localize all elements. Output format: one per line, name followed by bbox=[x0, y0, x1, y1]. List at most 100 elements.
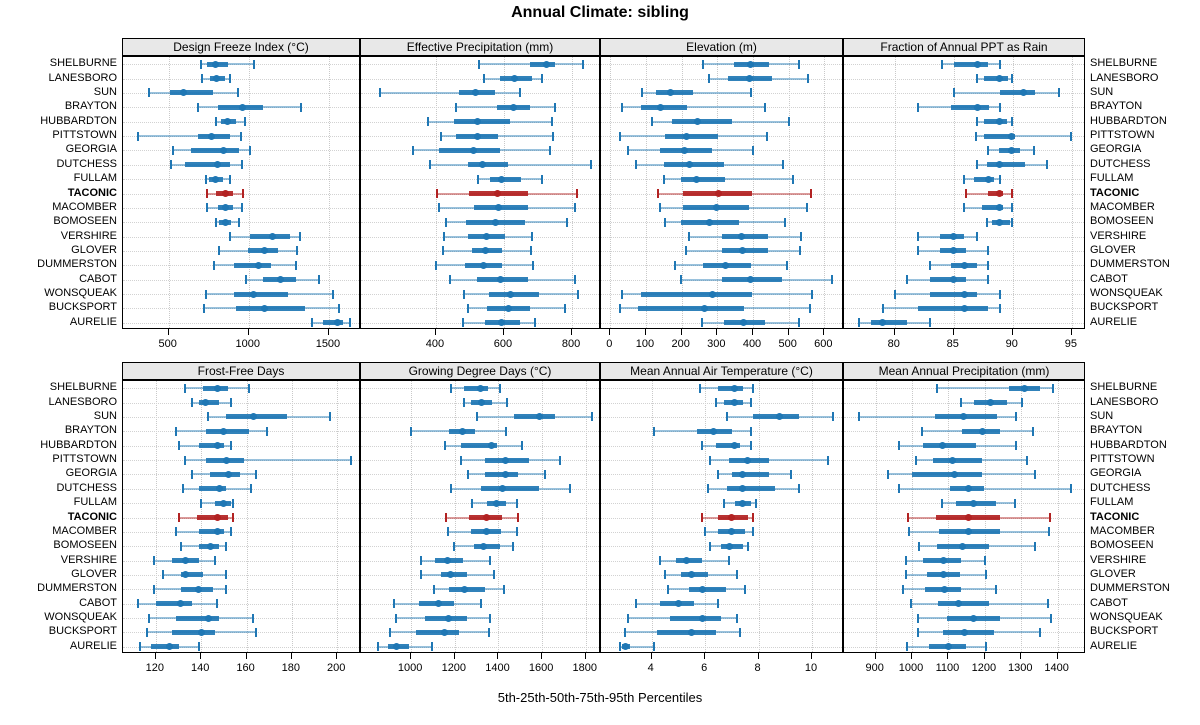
y-gridline bbox=[123, 503, 359, 505]
percentile-cap-95th bbox=[565, 217, 568, 227]
percentile-range-pittstown bbox=[976, 135, 1071, 138]
percentile-cap-5th bbox=[941, 498, 944, 508]
site-label-left-georgia: GEORGIA bbox=[65, 143, 117, 156]
percentile-cap-95th bbox=[752, 383, 755, 393]
percentile-cap-95th bbox=[506, 398, 509, 408]
percentile-cap-5th bbox=[893, 289, 896, 299]
panel-strip-title: Fraction of Annual PPT as Rain bbox=[880, 40, 1048, 54]
x-gridline bbox=[953, 57, 955, 328]
percentile-median-sun bbox=[471, 89, 479, 97]
percentile-median-georgia bbox=[1008, 146, 1016, 154]
y-gridline bbox=[601, 632, 842, 634]
percentile-cap-95th bbox=[744, 584, 747, 594]
percentile-cap-5th bbox=[471, 498, 474, 508]
x-axis-tick bbox=[167, 329, 169, 335]
percentile-cap-5th bbox=[177, 441, 180, 451]
panel-mean-annual-air-temperature-c bbox=[600, 380, 843, 653]
site-label-right-hubbardton: HUBBARDTON bbox=[1090, 438, 1167, 451]
percentile-cap-5th bbox=[904, 570, 907, 580]
percentile-median-dutchess bbox=[739, 485, 747, 493]
percentile-median-lanesboro bbox=[511, 75, 519, 83]
percentile-cap-95th bbox=[788, 117, 791, 127]
y-gridline bbox=[361, 416, 599, 418]
percentile-cap-95th bbox=[987, 246, 990, 256]
x-axis-tick-label: 120 bbox=[145, 662, 165, 674]
y-gridline bbox=[601, 460, 842, 462]
percentile-iqr-aurelie bbox=[322, 320, 343, 326]
percentile-range-fullam bbox=[663, 178, 794, 181]
percentile-median-fullam bbox=[220, 499, 228, 507]
percentile-iqr-lanesboro bbox=[198, 400, 220, 406]
percentile-cap-5th bbox=[916, 627, 919, 637]
panel-elevation-m bbox=[600, 56, 843, 329]
percentile-median-georgia bbox=[219, 146, 227, 154]
percentile-cap-5th bbox=[624, 627, 627, 637]
percentile-median-taconic bbox=[482, 514, 490, 521]
percentile-cap-5th bbox=[909, 599, 912, 609]
percentile-iqr-hubbardton bbox=[672, 119, 732, 125]
percentile-median-cabot bbox=[177, 600, 185, 608]
site-label-right-sun: SUN bbox=[1090, 85, 1114, 98]
percentile-cap-95th bbox=[517, 513, 520, 522]
percentile-median-bomoseen bbox=[705, 218, 713, 226]
site-label-left-glover: GLOVER bbox=[71, 567, 117, 580]
percentile-median-bucksport bbox=[197, 628, 205, 636]
percentile-cap-95th bbox=[530, 232, 533, 242]
percentile-cap-5th bbox=[395, 613, 398, 623]
site-label-right-dutchess: DUTCHESS bbox=[1090, 481, 1151, 494]
percentile-median-bomoseen bbox=[996, 218, 1004, 226]
percentile-cap-95th bbox=[736, 570, 739, 580]
percentile-cap-95th bbox=[984, 570, 987, 580]
percentile-iqr-wonsqueak bbox=[233, 291, 289, 297]
x-axis-tick-label: 600 bbox=[814, 338, 833, 350]
site-label-right-wonsqueak: WONSQUEAK bbox=[1090, 287, 1163, 300]
percentile-cap-5th bbox=[976, 74, 979, 84]
percentile-median-shelburne bbox=[731, 384, 739, 392]
percentile-cap-95th bbox=[480, 599, 483, 609]
percentile-median-aurelie bbox=[333, 319, 341, 327]
percentile-median-fullam bbox=[984, 175, 992, 183]
site-label-left-pittstown: PITTSTOWN bbox=[52, 453, 117, 466]
y-gridline bbox=[601, 603, 842, 605]
y-gridline bbox=[361, 322, 599, 324]
percentile-median-taconic bbox=[494, 190, 502, 197]
percentile-cap-5th bbox=[463, 289, 466, 299]
percentile-cap-95th bbox=[554, 102, 557, 112]
percentile-median-shelburne bbox=[213, 384, 221, 392]
x-axis-tick-label: 1400 bbox=[485, 662, 510, 674]
percentile-median-bucksport bbox=[960, 304, 968, 312]
percentile-cap-95th bbox=[752, 513, 755, 522]
percentile-iqr-brayton bbox=[205, 428, 249, 434]
site-label-left-taconic: TACONIC bbox=[67, 186, 117, 199]
x-axis-tick bbox=[947, 653, 949, 659]
percentile-cap-95th bbox=[590, 160, 593, 170]
site-label-left-cabot: CABOT bbox=[79, 272, 117, 285]
percentile-median-wonsqueak bbox=[204, 614, 212, 622]
y-gridline bbox=[601, 64, 842, 66]
percentile-cap-95th bbox=[749, 398, 752, 408]
percentile-cap-5th bbox=[440, 131, 443, 141]
percentile-median-bomoseen bbox=[222, 218, 230, 226]
percentile-cap-95th bbox=[1015, 441, 1018, 451]
site-label-left-glover: GLOVER bbox=[71, 243, 117, 256]
percentile-cap-5th bbox=[204, 174, 207, 184]
x-axis-tick bbox=[247, 329, 249, 335]
percentile-median-taconic bbox=[996, 190, 1004, 197]
site-label-left-lanesboro: LANESBORO bbox=[48, 395, 117, 408]
y-gridline bbox=[601, 560, 842, 562]
percentile-median-georgia bbox=[951, 470, 959, 478]
x-axis-tick bbox=[911, 653, 913, 659]
percentile-cap-95th bbox=[1015, 412, 1018, 422]
percentile-cap-95th bbox=[749, 88, 752, 98]
x-axis-tick-label: 1200 bbox=[971, 662, 997, 674]
percentile-cap-5th bbox=[191, 469, 194, 479]
site-label-left-dutchess: DUTCHESS bbox=[56, 481, 117, 494]
percentile-cap-95th bbox=[516, 527, 519, 537]
panel-strip-title: Mean Annual Air Temperature (°C) bbox=[630, 364, 813, 378]
panel-strip-effective-precipitation-mm: Effective Precipitation (mm) bbox=[360, 38, 600, 56]
y-gridline bbox=[601, 574, 842, 576]
percentile-cap-5th bbox=[389, 627, 392, 637]
percentile-median-aurelie bbox=[165, 643, 173, 651]
percentiles-caption: 5th-25th-50th-75th-95th Percentiles bbox=[497, 690, 703, 705]
